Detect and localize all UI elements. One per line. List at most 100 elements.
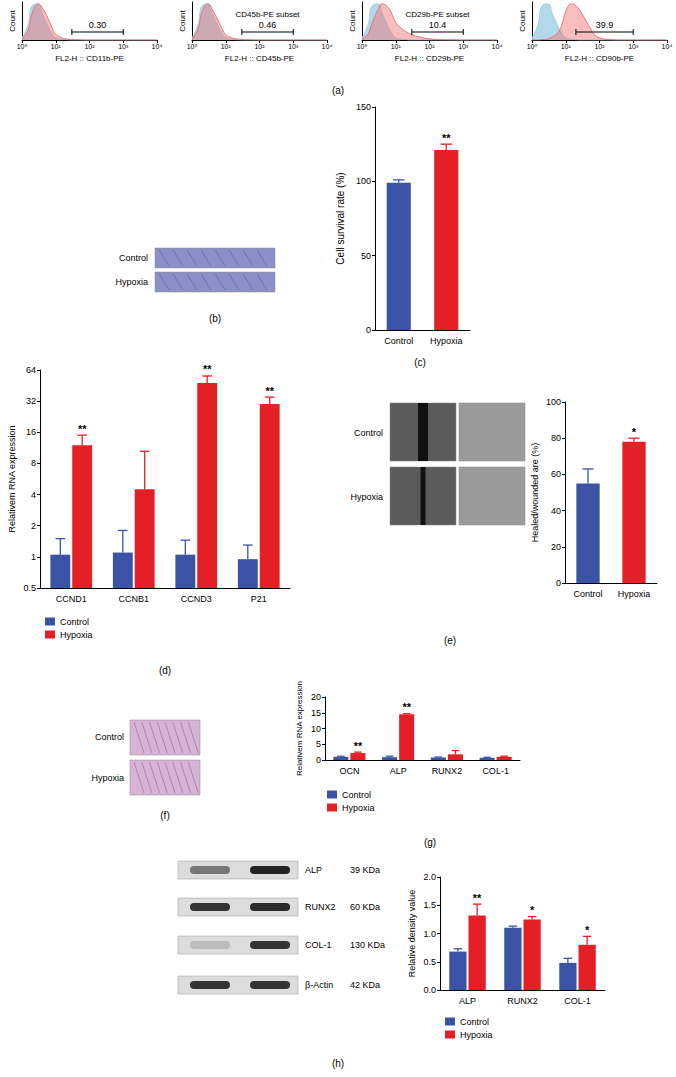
svg-text:10⁴: 10⁴ [492, 43, 503, 50]
svg-text:1.5: 1.5 [423, 900, 436, 910]
svg-text:Hypoxia: Hypoxia [115, 277, 148, 287]
svg-text:Hypoxia: Hypoxia [350, 492, 383, 502]
svg-text:Control: Control [60, 617, 89, 627]
svg-text:32: 32 [26, 396, 36, 406]
svg-text:1.0: 1.0 [423, 929, 436, 939]
svg-text:COL-1: COL-1 [482, 766, 509, 776]
svg-text:0: 0 [366, 325, 371, 335]
svg-text:0: 0 [556, 578, 561, 588]
svg-text:64: 64 [26, 365, 36, 375]
svg-text:ALP: ALP [305, 865, 322, 875]
svg-text:FL2-H :: CD45b-PE: FL2-H :: CD45b-PE [225, 54, 294, 63]
svg-text:0.5: 0.5 [423, 957, 436, 967]
svg-text:10⁰: 10⁰ [17, 43, 28, 50]
svg-text:Hypoxia: Hypoxia [342, 803, 375, 813]
svg-text:Control: Control [119, 253, 148, 263]
svg-text:Hypoxia: Hypoxia [91, 773, 124, 783]
svg-text:Control: Control [384, 336, 413, 346]
svg-text:(a): (a) [332, 85, 344, 96]
svg-text:10¹: 10¹ [221, 43, 232, 50]
svg-text:Hypoxia: Hypoxia [618, 589, 651, 599]
svg-text:0.30: 0.30 [89, 20, 107, 30]
svg-text:42 KDa: 42 KDa [350, 980, 380, 990]
svg-text:Relative density value: Relative density value [407, 890, 417, 978]
svg-text:Control: Control [573, 589, 602, 599]
svg-text:150: 150 [356, 102, 371, 112]
svg-text:Count: Count [8, 10, 17, 32]
svg-text:16: 16 [26, 427, 36, 437]
svg-text:FL2-H :: CD90b-PE: FL2-H :: CD90b-PE [565, 54, 634, 63]
svg-text:1: 1 [31, 552, 36, 562]
svg-text:*: * [585, 924, 590, 936]
svg-text:ALP: ALP [390, 766, 407, 776]
svg-text:Count: Count [178, 10, 187, 32]
svg-text:**: ** [402, 701, 411, 713]
svg-text:10³: 10³ [458, 43, 469, 50]
svg-text:60 KDa: 60 KDa [350, 902, 380, 912]
svg-text:P21: P21 [251, 594, 267, 604]
svg-text:10¹: 10¹ [561, 43, 572, 50]
svg-text:50: 50 [361, 251, 371, 261]
svg-text:**: ** [442, 132, 451, 144]
svg-text:COL-1: COL-1 [564, 996, 591, 1006]
svg-text:OCN: OCN [339, 766, 359, 776]
svg-text:10⁰: 10⁰ [357, 43, 368, 50]
svg-text:**: ** [265, 385, 274, 397]
svg-text:(d): (d) [159, 665, 171, 676]
svg-text:10⁴: 10⁴ [322, 43, 333, 50]
svg-text:(e): (e) [444, 635, 456, 646]
svg-text:2: 2 [31, 521, 36, 531]
svg-text:0.46: 0.46 [259, 20, 277, 30]
svg-text:Relativem RNA expression: Relativem RNA expression [295, 681, 304, 776]
svg-text:39 KDa: 39 KDa [350, 865, 380, 875]
svg-text:10.4: 10.4 [429, 20, 447, 30]
svg-text:Hypoxia: Hypoxia [430, 336, 463, 346]
svg-text:FL2-H :: CD11b-PE: FL2-H :: CD11b-PE [55, 54, 124, 63]
svg-text:Hypoxia: Hypoxia [60, 630, 93, 640]
svg-text:Count: Count [348, 10, 357, 32]
svg-text:10²: 10² [84, 43, 95, 50]
svg-text:(g): (g) [424, 837, 436, 848]
svg-text:(f): (f) [160, 810, 169, 821]
svg-text:4: 4 [31, 490, 36, 500]
svg-text:CCNB1: CCNB1 [118, 594, 149, 604]
svg-text:10⁴: 10⁴ [662, 43, 673, 50]
svg-text:100: 100 [546, 397, 561, 407]
svg-text:10³: 10³ [118, 43, 129, 50]
svg-text:CD29b-PE subset: CD29b-PE subset [406, 10, 471, 19]
svg-text:*: * [530, 904, 535, 916]
svg-text:(h): (h) [332, 1058, 344, 1069]
svg-text:COL-1: COL-1 [305, 940, 332, 950]
svg-text:10²: 10² [254, 43, 265, 50]
svg-text:5: 5 [316, 739, 321, 749]
svg-text:Control: Control [95, 732, 124, 742]
svg-text:**: ** [354, 740, 363, 752]
svg-text:CCND3: CCND3 [181, 594, 212, 604]
svg-text:Control: Control [460, 1017, 489, 1027]
svg-text:Hypoxia: Hypoxia [460, 1030, 493, 1040]
svg-text:Control: Control [342, 790, 371, 800]
svg-text:39.9: 39.9 [596, 20, 614, 30]
svg-text:130 KDa: 130 KDa [350, 940, 385, 950]
svg-text:20: 20 [551, 542, 561, 552]
svg-text:(c): (c) [414, 357, 426, 368]
svg-text:ALP: ALP [459, 996, 476, 1006]
svg-text:FL2-H :: CD29b-PE: FL2-H :: CD29b-PE [395, 54, 464, 63]
svg-text:60: 60 [551, 469, 561, 479]
svg-text:20: 20 [311, 692, 321, 702]
svg-text:0.5: 0.5 [23, 583, 36, 593]
svg-text:10³: 10³ [628, 43, 639, 50]
svg-text:(b): (b) [209, 313, 221, 324]
svg-text:*: * [632, 426, 637, 438]
svg-text:10¹: 10¹ [391, 43, 402, 50]
svg-text:10²: 10² [424, 43, 435, 50]
svg-text:Count: Count [518, 10, 527, 32]
svg-text:10²: 10² [594, 43, 605, 50]
svg-text:0: 0 [316, 755, 321, 765]
svg-text:**: ** [78, 423, 87, 435]
svg-text:CCND1: CCND1 [56, 594, 87, 604]
svg-text:40: 40 [551, 506, 561, 516]
svg-text:RUNX2: RUNX2 [305, 902, 336, 912]
svg-text:Cell survival rate (%): Cell survival rate (%) [335, 172, 346, 264]
svg-text:10⁰: 10⁰ [527, 43, 538, 50]
